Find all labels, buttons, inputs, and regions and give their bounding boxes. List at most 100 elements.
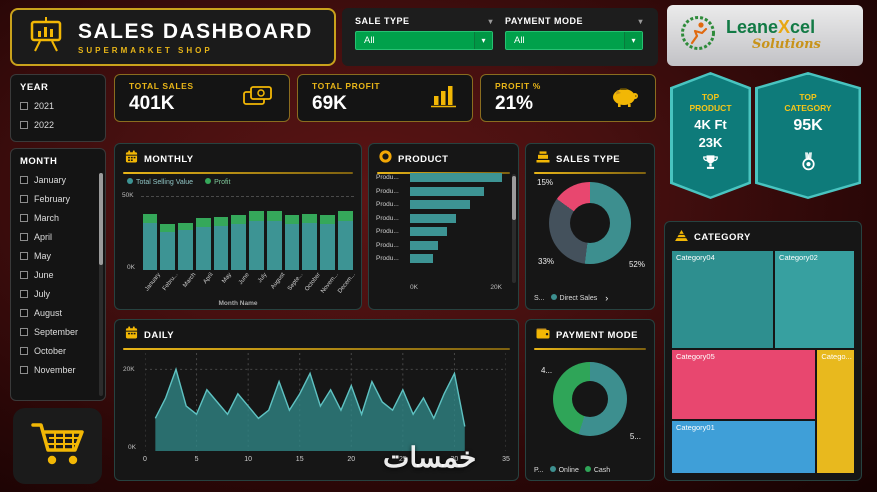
product-bar[interactable]	[410, 227, 447, 236]
checkbox-icon[interactable]	[20, 270, 28, 279]
month-item[interactable]: July	[11, 284, 105, 303]
monthly-bar-column[interactable]: August	[265, 196, 286, 302]
legend-item[interactable]: S...	[534, 294, 545, 302]
monthly-bar-column[interactable]: January	[141, 196, 162, 302]
treemap-cell[interactable]: Catego...	[816, 348, 855, 474]
monthly-bar-column[interactable]: April	[194, 196, 215, 302]
monthly-bar-column[interactable]: Decem...	[336, 196, 357, 302]
month-item[interactable]: November	[11, 360, 105, 379]
legend-more-icon[interactable]	[603, 293, 608, 303]
month-item[interactable]: February	[11, 189, 105, 208]
legend-item[interactable]: P...	[534, 466, 544, 474]
scrollbar-track[interactable]	[512, 174, 516, 283]
profit-segment[interactable]	[266, 210, 282, 222]
month-item[interactable]: June	[11, 265, 105, 284]
monthly-bar-column[interactable]: October	[301, 196, 322, 302]
monthly-bar-column[interactable]: Septe...	[283, 196, 304, 302]
monthly-bar-column[interactable]: June	[230, 196, 251, 302]
product-bar[interactable]	[410, 213, 456, 223]
month-item[interactable]: August	[11, 303, 105, 322]
profit-segment[interactable]	[178, 222, 193, 231]
scrollbar-track[interactable]	[99, 173, 103, 396]
checkbox-icon[interactable]	[20, 365, 28, 374]
selling-value-segment[interactable]	[284, 224, 300, 270]
legend-item[interactable]: Direct Sales	[550, 294, 597, 302]
product-bar-row[interactable]: Produ...	[376, 254, 502, 263]
selling-value-segment[interactable]	[142, 222, 158, 270]
selling-value-segment[interactable]	[266, 221, 282, 270]
selling-value-segment[interactable]	[195, 227, 211, 270]
year-item[interactable]: 2021	[11, 96, 105, 115]
month-item[interactable]: October	[11, 341, 105, 360]
product-bar[interactable]	[410, 254, 433, 263]
legend-item[interactable]: Online	[549, 466, 579, 474]
sales-type-donut[interactable]	[549, 182, 631, 264]
product-bar[interactable]	[410, 173, 502, 182]
legend-item[interactable]: Cash	[584, 466, 610, 474]
checkbox-icon[interactable]	[20, 346, 28, 355]
selling-value-segment[interactable]	[213, 225, 229, 270]
treemap-cell[interactable]: Category04	[671, 250, 775, 349]
product-bar[interactable]	[410, 200, 470, 209]
product-bar-row[interactable]: Produ...	[376, 173, 502, 182]
monthly-bar-column[interactable]: May	[212, 196, 233, 302]
monthly-bar-column[interactable]: March	[177, 196, 197, 302]
checkbox-icon[interactable]	[20, 175, 28, 184]
profit-segment[interactable]	[195, 218, 211, 228]
payment-mode-dropdown[interactable]: All	[505, 31, 643, 50]
sale-type-dropdown[interactable]: All	[355, 31, 493, 50]
profit-segment[interactable]	[337, 210, 353, 222]
month-item[interactable]: September	[11, 322, 105, 341]
product-bar-row[interactable]: Produ...	[376, 227, 502, 236]
chevron-down-icon[interactable]	[488, 16, 493, 26]
selling-value-segment[interactable]	[178, 230, 193, 270]
profit-segment[interactable]	[249, 210, 264, 222]
month-item[interactable]: April	[11, 227, 105, 246]
month-item[interactable]: May	[11, 246, 105, 265]
scrollbar-thumb[interactable]	[512, 176, 516, 220]
scrollbar-thumb[interactable]	[99, 173, 103, 265]
selling-value-segment[interactable]	[160, 231, 175, 270]
checkbox-icon[interactable]	[20, 308, 28, 317]
product-bar-row[interactable]: Produ...	[376, 186, 502, 196]
checkbox-icon[interactable]	[20, 120, 28, 129]
monthly-bar-column[interactable]: Febru...	[159, 196, 180, 302]
checkbox-icon[interactable]	[20, 213, 28, 222]
daily-area-plot[interactable]	[145, 353, 506, 451]
profit-segment[interactable]	[213, 216, 229, 226]
dropdown-chevron-icon[interactable]	[624, 32, 642, 49]
checkbox-icon[interactable]	[20, 101, 28, 110]
legend-item[interactable]: Profit	[205, 178, 230, 186]
selling-value-segment[interactable]	[249, 221, 264, 270]
profit-segment[interactable]	[320, 215, 335, 225]
checkbox-icon[interactable]	[20, 232, 28, 241]
product-bar-row[interactable]: Produ...	[376, 213, 502, 223]
treemap-cell[interactable]: Category05	[671, 348, 817, 421]
checkbox-icon[interactable]	[20, 327, 28, 336]
profit-segment[interactable]	[284, 215, 300, 225]
product-bar[interactable]	[410, 240, 438, 250]
product-bar-row[interactable]: Produ...	[376, 240, 502, 250]
profit-segment[interactable]	[231, 215, 246, 225]
selling-value-segment[interactable]	[302, 222, 317, 270]
month-item[interactable]: March	[11, 208, 105, 227]
selling-value-segment[interactable]	[320, 224, 335, 270]
payment-mode-donut[interactable]	[553, 362, 627, 436]
profit-segment[interactable]	[302, 213, 317, 223]
profit-segment[interactable]	[142, 213, 158, 223]
product-bar-row[interactable]: Produ...	[376, 200, 502, 209]
treemap-cell[interactable]: Category02	[774, 250, 855, 349]
checkbox-icon[interactable]	[20, 251, 28, 260]
year-item[interactable]: 2022	[11, 115, 105, 134]
month-item[interactable]: January	[11, 170, 105, 189]
dropdown-chevron-icon[interactable]	[474, 32, 492, 49]
checkbox-icon[interactable]	[20, 289, 28, 298]
treemap-cell[interactable]: Category01	[671, 420, 817, 474]
monthly-bar-column[interactable]: Novem...	[319, 196, 339, 302]
monthly-bar-column[interactable]: July	[248, 196, 268, 302]
product-bar[interactable]	[410, 186, 484, 196]
selling-value-segment[interactable]	[337, 221, 353, 270]
profit-segment[interactable]	[160, 224, 175, 232]
legend-item[interactable]: Total Selling Value	[127, 178, 193, 186]
cart-card[interactable]	[13, 408, 102, 484]
